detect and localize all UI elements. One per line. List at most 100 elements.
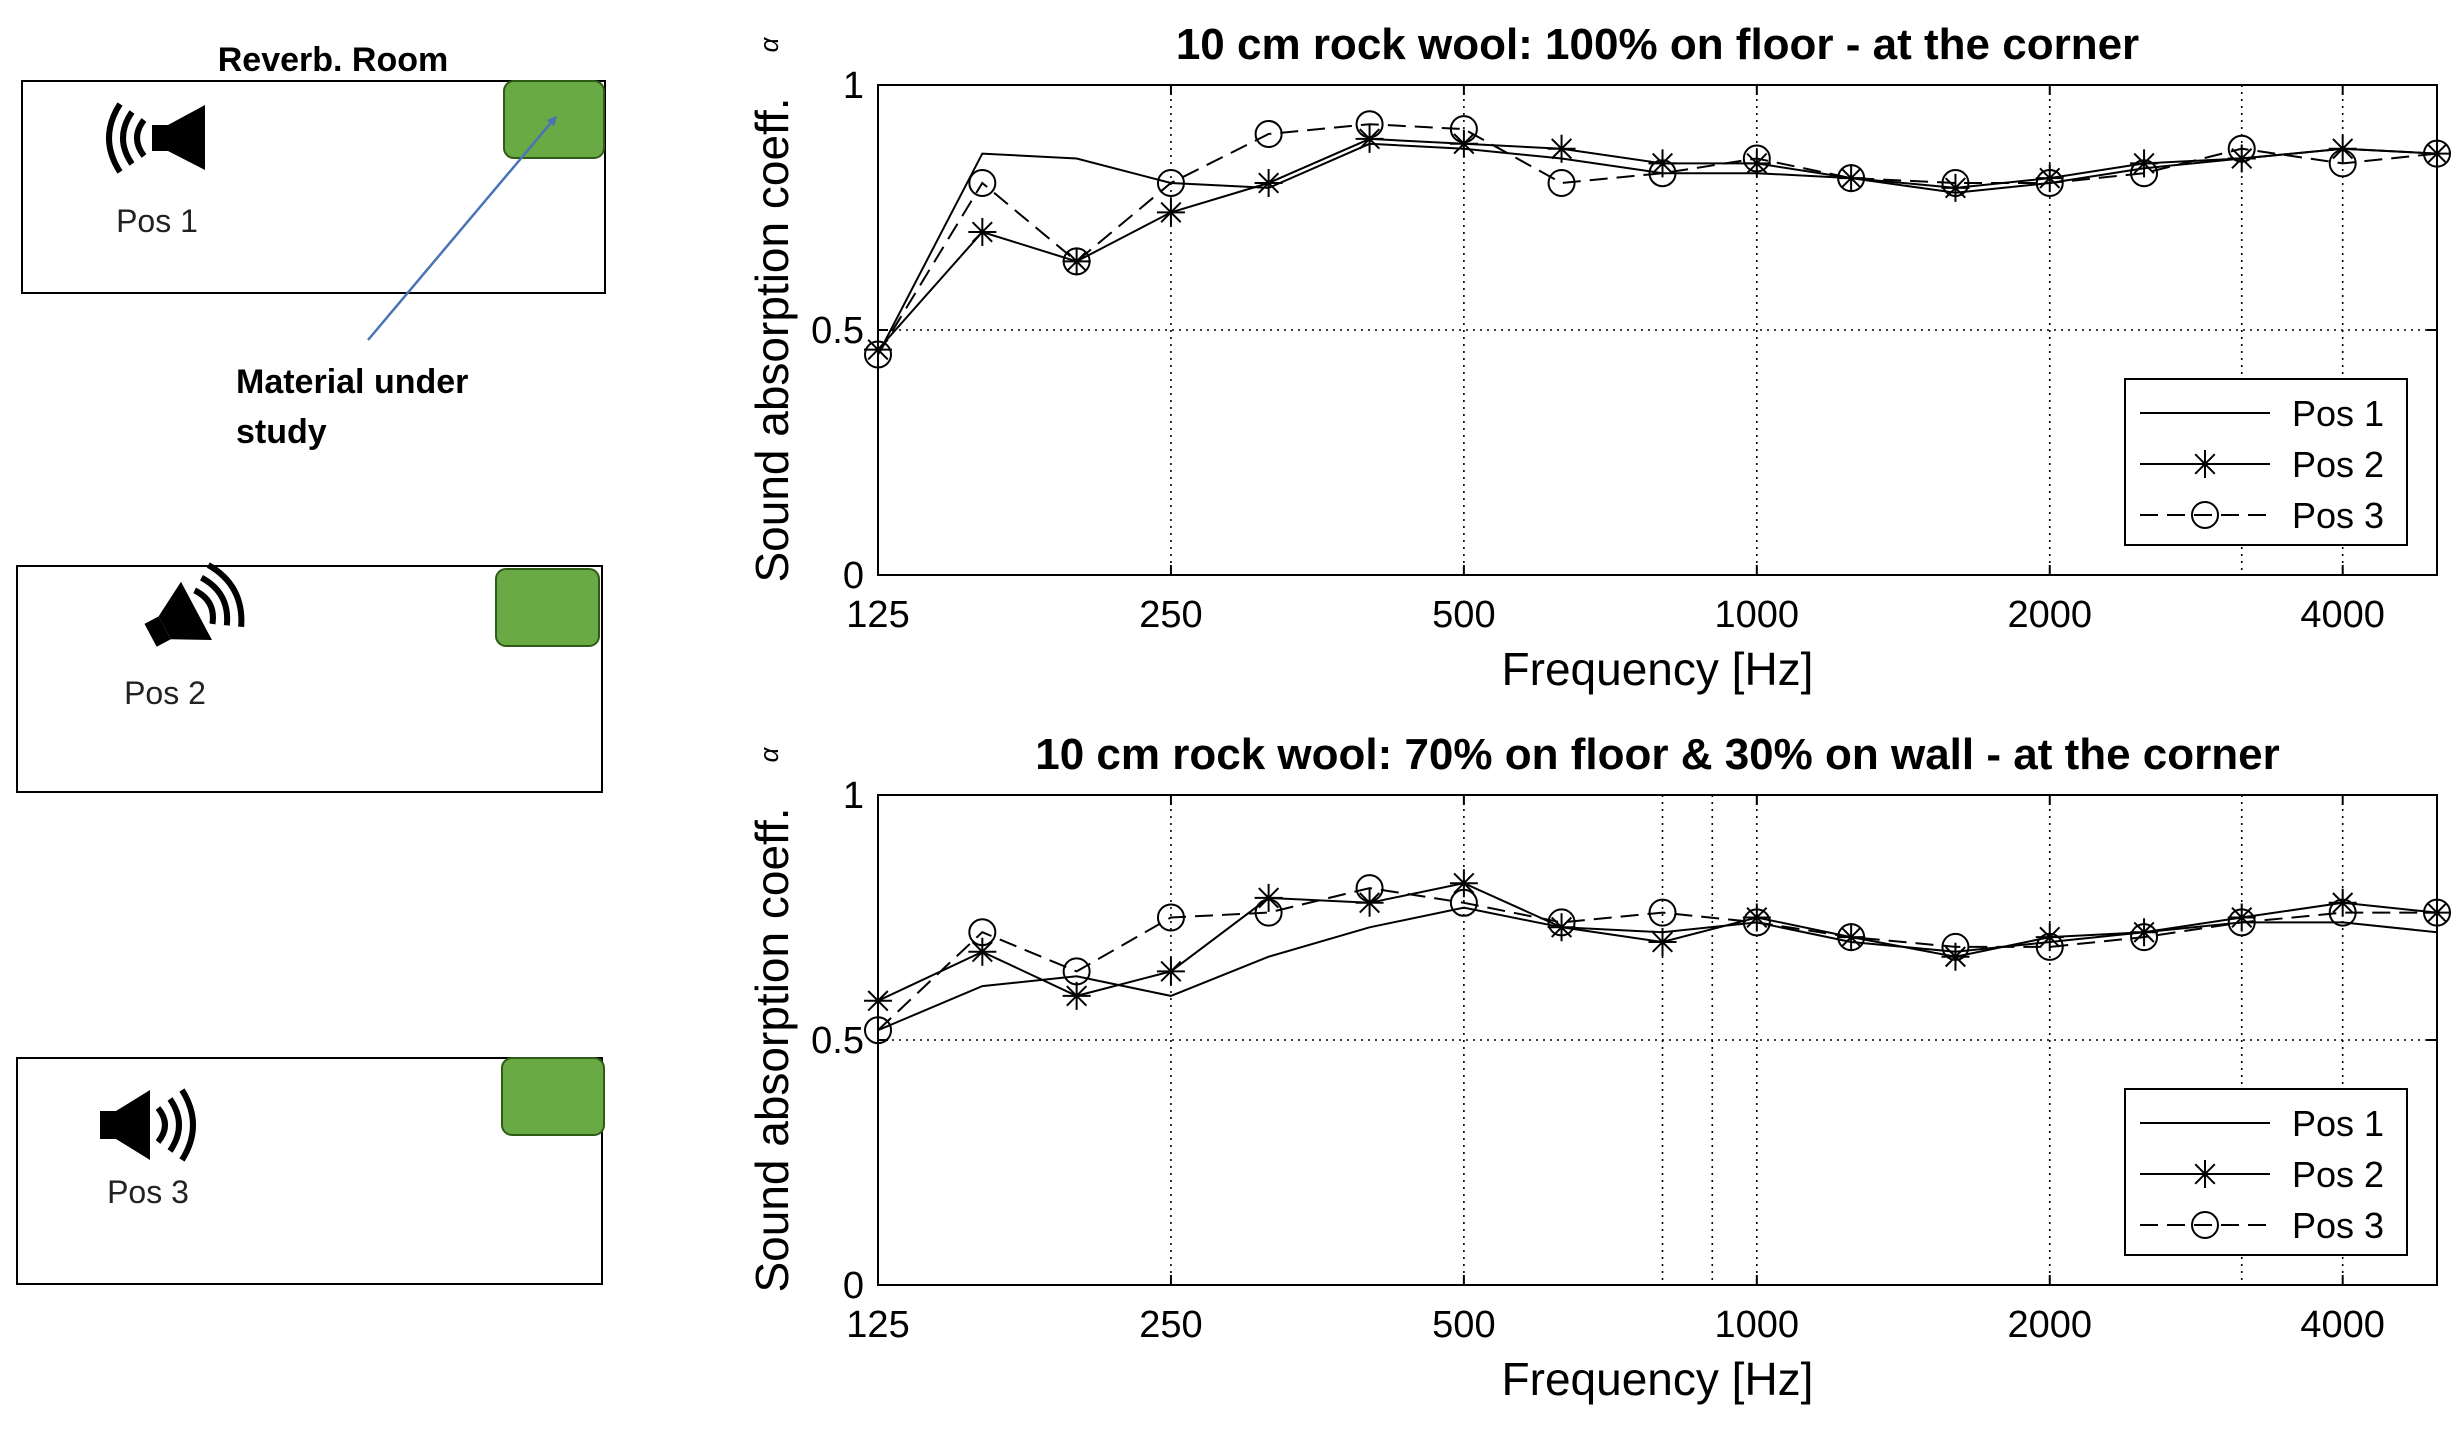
marker-circle (2035, 169, 2064, 197)
marker-star (1254, 883, 1283, 912)
y-tick-label: 0 (843, 1265, 864, 1307)
marker-star (2130, 918, 2159, 947)
marker-circle (1254, 120, 1283, 148)
marker-circle (2130, 923, 2159, 952)
room-outline-pos3 (16, 1057, 603, 1285)
marker-star (2130, 149, 2159, 178)
material-arrow (367, 115, 557, 341)
marker-star (2328, 888, 2357, 917)
legend-label: Pos 2 (2292, 444, 2384, 485)
marker-star (1547, 134, 1576, 163)
marker-star (1742, 903, 1771, 932)
marker-circle (968, 918, 997, 947)
marker-circle (2328, 149, 2357, 178)
marker-star (2035, 923, 2064, 952)
marker-circle (1837, 923, 1866, 952)
legend: Pos 1 Pos 2 Pos 3 (2124, 1088, 2408, 1256)
marker-star (1254, 169, 1283, 197)
room-outline-pos1 (21, 80, 606, 294)
y-tick-label: 0.5 (811, 1020, 864, 1062)
marker-circle (1742, 908, 1771, 937)
marker-circle (1449, 888, 1478, 917)
marker-star (864, 335, 892, 364)
marker-circle (1648, 898, 1677, 927)
marker-circle (968, 169, 997, 197)
marker-circle (2328, 898, 2357, 927)
y-tick-label: 0.5 (811, 310, 864, 352)
speaker-icon-pos1 (106, 102, 205, 174)
marker-circle (1449, 115, 1478, 144)
series-line (877, 887, 2437, 1031)
x-tick-label: 2000 (2007, 1304, 2092, 1346)
series-pos-2 (864, 124, 2451, 364)
x-tick-label: 1000 (1715, 594, 1800, 636)
chart-bottom: 10 cm rock wool: 70% on floor & 30% on w… (746, 730, 2451, 1405)
room-diagram: Reverb. Room Pos 1 Material under study … (16, 41, 606, 1285)
marker-star (1648, 928, 1677, 956)
marker-circle (1837, 164, 1866, 193)
marker-star (1355, 124, 1384, 153)
chart-title: 10 cm rock wool: 100% on floor - at the … (1176, 20, 2139, 69)
x-tick-label: 4000 (2300, 1304, 2385, 1346)
y-axis-symbol: α (754, 746, 784, 762)
series-pos-3 (864, 874, 2451, 1045)
marker-circle (1547, 908, 1576, 937)
marker-circle (1062, 247, 1091, 276)
legend-label: Pos 2 (2292, 1154, 2384, 1195)
chart-top: 10 cm rock wool: 100% on floor - at the … (746, 20, 2451, 695)
x-tick-label: 4000 (2300, 594, 2385, 636)
marker-star (1062, 981, 1091, 1010)
x-tick-label: 2000 (2007, 594, 2092, 636)
marker-circle (1941, 169, 1970, 197)
marker-star (1742, 149, 1771, 178)
room-outline-pos2 (16, 565, 603, 793)
x-tick-label: 500 (1432, 1304, 1495, 1346)
marker-circle (864, 340, 892, 369)
marker-circle (1254, 898, 1283, 927)
pos3-label: Pos 3 (107, 1174, 189, 1210)
marker-circle (2191, 501, 2219, 529)
marker-star (2328, 134, 2357, 163)
marker-star (1355, 888, 1384, 917)
marker-star (2227, 144, 2256, 173)
marker-circle (2227, 908, 2256, 937)
marker-star (968, 937, 997, 966)
pos2-label: Pos 2 (124, 675, 206, 711)
x-tick-label: 125 (846, 1304, 909, 1346)
y-axis-symbol: α (754, 36, 784, 52)
legend: Pos 1 Pos 2 Pos 3 (2124, 378, 2408, 546)
marker-circle (2227, 134, 2256, 163)
marker-star (1156, 198, 1185, 227)
y-tick-label: 0 (843, 555, 864, 597)
marker-star (968, 218, 997, 246)
marker-star (1941, 173, 1970, 202)
x-tick-label: 125 (846, 594, 909, 636)
marker-star (864, 986, 892, 1015)
marker-star (2191, 450, 2219, 478)
marker-star (2227, 903, 2256, 932)
legend-label: Pos 3 (2292, 1205, 2384, 1246)
speaker-icon-pos2 (144, 562, 245, 647)
material-block-pos2 (495, 568, 600, 647)
pos1-label: Pos 1 (116, 203, 198, 239)
x-axis-label: Frequency [Hz] (1502, 643, 1814, 695)
marker-circle (1156, 169, 1185, 197)
series-line (877, 142, 2438, 355)
marker-circle (1648, 159, 1677, 188)
marker-circle (1547, 169, 1576, 197)
marker-star (1449, 869, 1478, 898)
legend-label: Pos 1 (2292, 1103, 2384, 1144)
series-line (877, 123, 2438, 356)
y-axis-label: Sound absorption coeff. (746, 807, 798, 1292)
marker-circle (2423, 898, 2451, 927)
chart-title: 10 cm rock wool: 70% on floor & 30% on w… (1035, 730, 2280, 779)
marker-circle (2035, 932, 2064, 961)
material-block-pos3 (501, 1057, 605, 1136)
series-pos-1 (877, 142, 2438, 355)
marker-star (1156, 957, 1185, 986)
material-label-line1: Material under (236, 363, 468, 401)
marker-circle (1156, 903, 1185, 932)
speaker-icon-pos3 (100, 1088, 196, 1162)
series-pos-1 (877, 906, 2438, 1032)
